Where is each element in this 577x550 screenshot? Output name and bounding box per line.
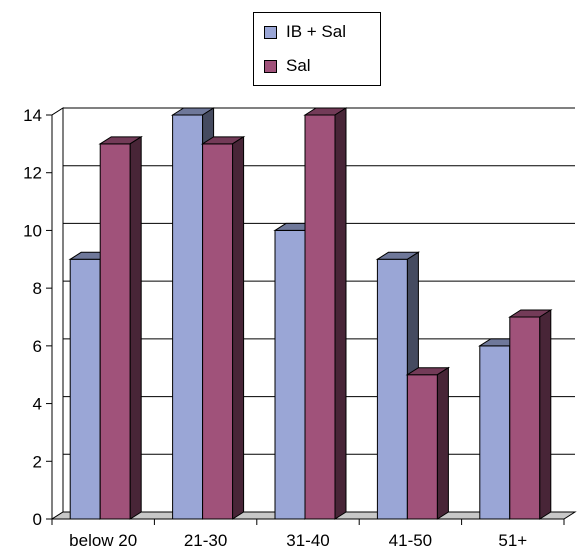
x-tick-label: 21-30 — [184, 531, 227, 550]
bar-side — [232, 135, 245, 520]
legend-swatch-sal — [264, 59, 277, 73]
bar — [200, 135, 246, 520]
legend-label-ib-sal: IB + Sal — [286, 22, 347, 41]
bar-side — [436, 366, 449, 520]
bar-front — [304, 114, 336, 520]
legend-item-sal: Sal — [264, 56, 311, 76]
bar-side — [539, 309, 552, 520]
bar — [405, 366, 451, 520]
x-tick-label: below 20 — [69, 531, 137, 550]
y-tick-label: 8 — [33, 279, 42, 298]
legend-item-ib-sal: IB + Sal — [264, 22, 346, 42]
bar-front — [479, 345, 511, 520]
y-tick-label: 0 — [33, 510, 42, 529]
label-layer: 0 2 4 6 8 10 12 14 below 20 21-30 31-40 41-50 51+ — [23, 106, 527, 550]
x-tick-label: 31-40 — [286, 531, 329, 550]
bar-front — [406, 374, 438, 520]
bar-front — [274, 229, 306, 520]
x-tick-label: 41-50 — [389, 531, 432, 550]
bar-front — [69, 258, 101, 520]
bar — [98, 135, 143, 520]
x-tick-label: 51+ — [498, 531, 527, 550]
bar-front — [99, 143, 131, 520]
bar — [508, 309, 553, 520]
y-tick-label: 2 — [33, 452, 42, 471]
y-tick-label: 10 — [23, 221, 42, 240]
legend: IB + Sal Sal — [253, 12, 381, 86]
bar-layer — [68, 107, 553, 520]
bar-front — [202, 143, 234, 520]
legend-label-sal: Sal — [286, 56, 311, 75]
side-wall — [51, 107, 64, 520]
bar-side — [129, 135, 142, 520]
bar-side — [334, 107, 347, 520]
bar-front — [376, 258, 408, 520]
y-tick-label: 6 — [33, 337, 42, 356]
bar-front — [509, 316, 541, 520]
bar — [303, 107, 348, 520]
y-tick-label: 4 — [33, 395, 42, 414]
legend-swatch-ib-sal — [264, 25, 277, 39]
bar-front — [172, 114, 204, 520]
y-tick-label: 14 — [23, 106, 42, 125]
y-tick-label: 12 — [23, 164, 42, 183]
